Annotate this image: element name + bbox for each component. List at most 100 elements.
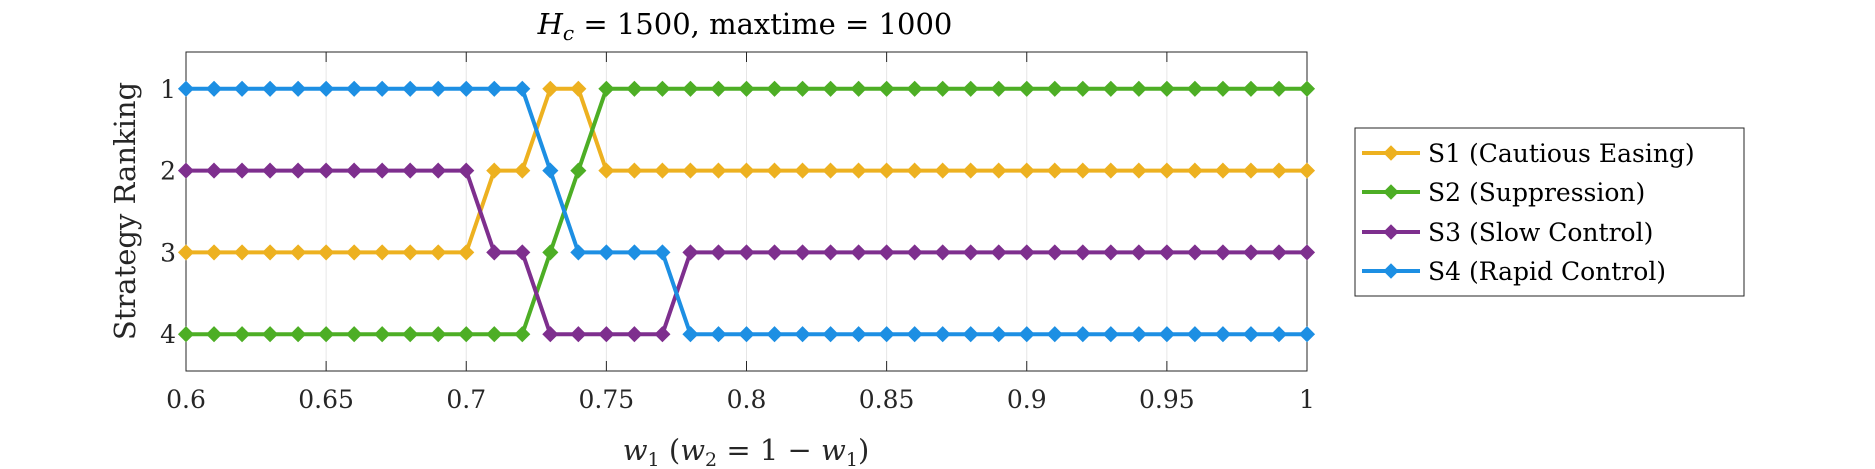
data-point	[626, 80, 643, 97]
y-axis-title: Strategy Ranking	[108, 82, 142, 340]
data-point	[177, 326, 195, 343]
data-point	[1018, 80, 1035, 97]
data-point	[570, 162, 587, 179]
data-point	[570, 326, 587, 343]
data-point	[598, 80, 615, 97]
grid	[325, 52, 1168, 371]
data-point	[794, 80, 811, 97]
data-point	[1270, 244, 1288, 261]
data-point	[402, 326, 419, 343]
data-point	[878, 80, 895, 97]
data-point	[878, 244, 895, 261]
data-point	[1242, 162, 1260, 179]
data-point	[374, 162, 391, 179]
data-point	[738, 244, 755, 261]
data-point	[374, 244, 391, 261]
data-point	[934, 244, 951, 261]
data-point	[1046, 326, 1063, 343]
chart-title: Hc = 1500, maxtime = 1000	[537, 7, 953, 45]
data-point	[290, 326, 307, 343]
data-point	[654, 326, 671, 343]
x-tick-label: 0.65	[298, 385, 354, 414]
data-point	[1186, 80, 1203, 97]
data-point	[1158, 326, 1175, 343]
x-tick-label: 0.6	[166, 385, 206, 414]
data-point	[1046, 80, 1063, 97]
data-point	[962, 326, 979, 343]
data-point	[514, 326, 531, 343]
data-point	[850, 326, 867, 343]
data-point	[486, 326, 503, 343]
data-point	[1298, 244, 1316, 261]
data-point	[990, 244, 1007, 261]
legend-label: S4 (Rapid Control)	[1428, 257, 1666, 286]
data-point	[1270, 162, 1288, 179]
data-point	[542, 80, 559, 97]
data-point	[1242, 244, 1260, 261]
data-point	[290, 162, 307, 179]
data-point	[1074, 162, 1091, 179]
data-point	[1102, 80, 1119, 97]
data-point	[598, 162, 615, 179]
data-point	[458, 326, 475, 343]
data-point	[1130, 162, 1147, 179]
data-point	[906, 80, 923, 97]
data-point	[766, 80, 783, 97]
data-point	[738, 80, 755, 97]
data-point	[262, 244, 279, 261]
y-tick-label: 2	[160, 157, 176, 186]
data-point	[430, 162, 447, 179]
data-point	[290, 244, 307, 261]
data-point	[458, 244, 475, 261]
data-point	[205, 80, 223, 97]
y-tick-label: 3	[160, 238, 176, 267]
x-tick-label: 0.85	[859, 385, 915, 414]
y-axis: 1 2 3 4	[160, 75, 1307, 349]
data-point	[626, 244, 643, 261]
legend: S1 (Cautious Easing) S2 (Suppression) S3 (…	[1354, 127, 1745, 297]
legend-entry: S3 (Slow Control)	[1362, 218, 1653, 247]
data-point	[1242, 80, 1260, 97]
data-point	[262, 80, 279, 97]
data-point	[878, 162, 895, 179]
data-point	[990, 80, 1007, 97]
data-point	[486, 80, 503, 97]
data-point	[542, 162, 559, 179]
data-point	[486, 162, 503, 179]
data-point	[205, 162, 223, 179]
data-point	[346, 326, 363, 343]
data-point	[654, 244, 671, 261]
data-point	[906, 244, 923, 261]
data-point	[346, 80, 363, 97]
x-tick-label: 0.7	[446, 385, 486, 414]
data-point	[1130, 80, 1147, 97]
data-point	[962, 244, 979, 261]
legend-marker	[1383, 145, 1399, 161]
data-point	[794, 162, 811, 179]
data-point	[598, 326, 615, 343]
data-point	[682, 326, 699, 343]
data-point	[1242, 326, 1260, 343]
data-point	[318, 80, 335, 97]
data-point	[318, 244, 335, 261]
data-point	[430, 80, 447, 97]
data-point	[1298, 162, 1316, 179]
data-point	[177, 162, 195, 179]
data-point	[682, 244, 699, 261]
data-point	[486, 244, 503, 261]
data-point	[1158, 244, 1175, 261]
data-point	[682, 80, 699, 97]
data-point	[1186, 326, 1203, 343]
data-point	[710, 162, 727, 179]
data-point	[177, 244, 195, 261]
data-point	[318, 162, 335, 179]
data-point	[822, 244, 839, 261]
data-point	[850, 244, 867, 261]
data-point	[233, 162, 251, 179]
data-point	[1298, 80, 1316, 97]
data-point	[738, 326, 755, 343]
data-point	[682, 162, 699, 179]
x-tick-label: 0.95	[1139, 385, 1195, 414]
series-3	[177, 162, 1316, 343]
data-point	[1298, 326, 1316, 343]
